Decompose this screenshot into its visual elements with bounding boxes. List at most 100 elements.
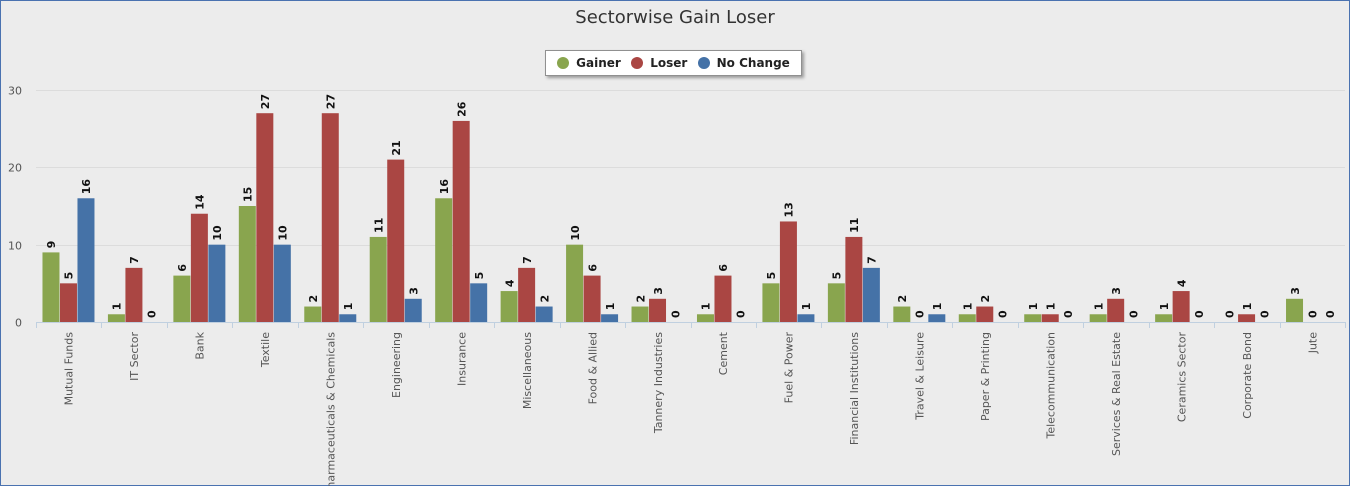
bar-no-change xyxy=(273,244,291,322)
data-label: 13 xyxy=(783,202,796,217)
bar-loser xyxy=(1172,291,1190,322)
data-label: 6 xyxy=(176,264,189,272)
data-label: 0 xyxy=(1306,310,1319,318)
bar-loser xyxy=(714,275,732,322)
data-label: 27 xyxy=(259,94,272,109)
bar-gainer xyxy=(893,306,911,322)
bar-gainer xyxy=(238,206,256,322)
data-label: 16 xyxy=(438,179,451,195)
data-label: 10 xyxy=(569,225,582,241)
bar-gainer xyxy=(762,283,780,322)
data-label: 5 xyxy=(765,272,778,280)
data-label: 1 xyxy=(1044,303,1057,311)
bar-no-change xyxy=(470,283,488,322)
bar-gainer xyxy=(500,291,518,322)
data-label: 14 xyxy=(194,194,207,210)
data-label: 2 xyxy=(307,295,320,303)
data-label: 1 xyxy=(700,303,713,311)
data-label: 3 xyxy=(652,287,665,295)
legend-item-no-change[interactable]: No Change xyxy=(697,56,790,70)
x-category-label: Corporate Bond xyxy=(1241,332,1254,419)
data-label: 6 xyxy=(586,264,599,272)
x-category-label: Bank xyxy=(194,331,207,359)
data-label: 16 xyxy=(80,179,93,195)
legend-swatch-gainer xyxy=(557,57,570,69)
bar-gainer xyxy=(566,244,584,322)
data-label: 21 xyxy=(390,140,403,155)
bar-no-change xyxy=(208,244,226,322)
data-label: 26 xyxy=(455,101,468,117)
x-category-label: Travel & Leisure xyxy=(914,332,927,421)
bar-no-change xyxy=(601,314,619,322)
bar-loser xyxy=(256,113,274,322)
bar-gainer xyxy=(107,314,125,322)
data-label: 0 xyxy=(146,310,159,318)
x-category-label: Tannery Industries xyxy=(652,332,665,434)
data-label: 3 xyxy=(1289,287,1302,295)
legend-label-gainer: Gainer xyxy=(576,56,621,70)
data-label: 5 xyxy=(63,272,76,280)
data-label: 2 xyxy=(634,295,647,303)
data-label: 0 xyxy=(1223,310,1236,318)
bar-gainer xyxy=(42,252,60,322)
data-label: 7 xyxy=(866,256,879,264)
data-label: 1 xyxy=(1027,303,1040,311)
data-label: 1 xyxy=(962,303,975,311)
x-category-label: Pharmaceuticals & Chemicals xyxy=(325,332,338,486)
x-category-label: Engineering xyxy=(390,332,403,398)
bar-loser xyxy=(190,213,208,322)
data-label: 2 xyxy=(896,295,909,303)
data-label: 2 xyxy=(979,295,992,303)
bar-gainer xyxy=(1089,314,1107,322)
data-label: 1 xyxy=(1158,303,1171,311)
data-label: 7 xyxy=(521,256,534,264)
data-label: 1 xyxy=(931,303,944,311)
bar-no-change xyxy=(404,298,422,322)
bar-gainer xyxy=(173,275,191,322)
x-category-label: Insurance xyxy=(455,332,468,386)
data-label: 5 xyxy=(473,272,486,280)
data-label: 15 xyxy=(242,187,255,202)
x-category-label: Financial Institutions xyxy=(848,332,861,445)
x-category-label: Mutual Funds xyxy=(63,332,76,406)
bar-gainer xyxy=(631,306,649,322)
data-label: 0 xyxy=(1324,310,1337,318)
data-label: 0 xyxy=(735,310,748,318)
chart-title: Sectorwise Gain Loser xyxy=(575,7,775,28)
x-category-label: Textile xyxy=(259,332,272,368)
bar-gainer xyxy=(1155,314,1173,322)
data-label: 9 xyxy=(45,241,58,249)
data-label: 3 xyxy=(407,287,420,295)
legend-item-loser[interactable]: Loser xyxy=(631,56,687,70)
y-tick-label: 20 xyxy=(8,162,22,175)
x-category-label: Jute xyxy=(1306,332,1319,355)
data-label: 0 xyxy=(1062,310,1075,318)
bar-no-change xyxy=(862,267,880,322)
data-label: 10 xyxy=(211,225,224,241)
legend-label-loser: Loser xyxy=(650,56,688,70)
bar-loser xyxy=(845,236,863,322)
y-tick-label: 30 xyxy=(8,85,22,98)
legend-label-no-change: No Change xyxy=(716,56,790,70)
bar-loser xyxy=(1041,314,1059,322)
bar-no-change xyxy=(339,314,357,322)
bar-loser xyxy=(583,275,601,322)
bar-no-change xyxy=(928,314,946,322)
x-category-label: IT Sector xyxy=(128,332,141,381)
data-label: 0 xyxy=(1193,310,1206,318)
x-category-label: Fuel & Power xyxy=(783,332,796,404)
legend-item-gainer[interactable]: Gainer xyxy=(557,56,621,70)
bar-gainer xyxy=(958,314,976,322)
bar-no-change xyxy=(77,198,95,322)
data-label: 5 xyxy=(831,272,844,280)
x-category-label: Services & Real Estate xyxy=(1110,332,1123,456)
data-label: 1 xyxy=(342,303,355,311)
data-label: 2 xyxy=(538,295,551,303)
bar-loser xyxy=(518,267,536,322)
bar-gainer xyxy=(1286,298,1304,322)
data-label: 0 xyxy=(997,310,1010,318)
bar-loser xyxy=(321,113,339,322)
bar-loser xyxy=(59,283,77,322)
